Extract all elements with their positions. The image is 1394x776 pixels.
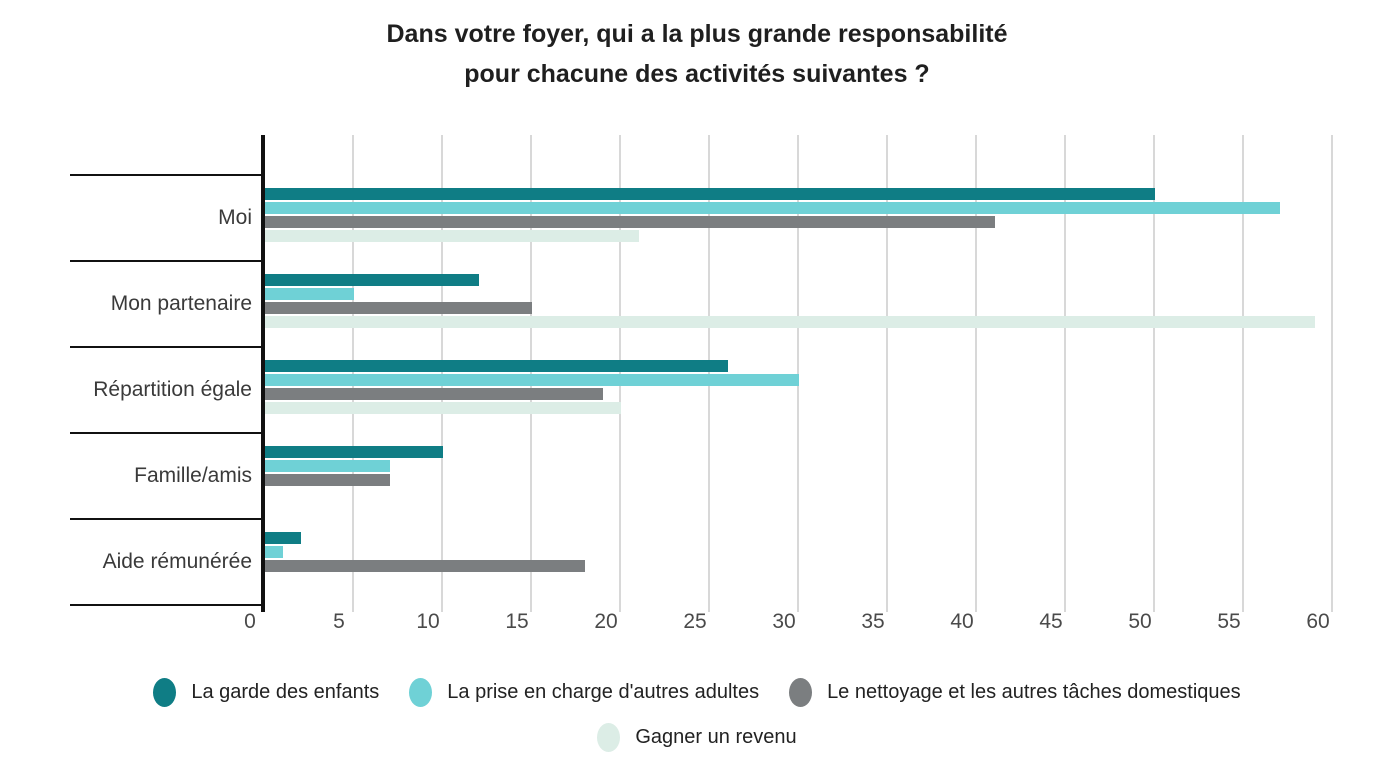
legend-label: Gagner un revenu xyxy=(635,726,797,748)
legend-item-la-prise-en-charge-d-autres-adultes[interactable]: La prise en charge d'autres adultes xyxy=(409,678,759,707)
gridline-50 xyxy=(1153,135,1155,612)
x-tick-label-45: 45 xyxy=(1039,610,1063,633)
category-label-aide-remuneree: Aide rémunérée xyxy=(102,550,252,573)
gridline-30 xyxy=(797,135,799,612)
gridline-5 xyxy=(352,135,354,612)
x-tick-label-35: 35 xyxy=(861,610,885,633)
bar-le-nettoyage-et-les-autres-taches-domestiques-moi xyxy=(265,216,995,228)
category-divider-0 xyxy=(70,174,265,176)
chart-title-line2: pour chacune des activités suivantes ? xyxy=(464,60,930,88)
category-divider-3 xyxy=(70,432,265,434)
bar-la-garde-des-enfants-mon-partenaire xyxy=(265,274,479,286)
legend-row-2: Gagner un revenu xyxy=(0,723,1394,752)
bar-la-prise-en-charge-d-autres-adultes-famille-amis xyxy=(265,460,390,472)
category-label-mon-partenaire: Mon partenaire xyxy=(110,292,252,315)
bar-la-garde-des-enfants-aide-remuneree xyxy=(265,532,301,544)
x-tick-label-50: 50 xyxy=(1128,610,1152,633)
x-tick-label-10: 10 xyxy=(416,610,440,633)
x-tick-label-60: 60 xyxy=(1306,610,1330,633)
x-tick-label-5: 5 xyxy=(333,610,345,633)
bar-le-nettoyage-et-les-autres-taches-domestiques-aide-remuneree xyxy=(265,560,586,572)
legend-marker-icon xyxy=(789,678,813,707)
category-label-famille-amis: Famille/amis xyxy=(134,464,252,487)
category-label-moi: Moi xyxy=(218,206,252,229)
x-axis: 0 5 10 15 20 25 30 35 40 45 50 55 60 xyxy=(0,610,1394,640)
x-tick-label-0: 0 xyxy=(244,610,256,633)
legend-marker-icon xyxy=(153,678,177,707)
x-tick-label-30: 30 xyxy=(772,610,796,633)
legend-marker-icon xyxy=(597,723,621,752)
bar-la-prise-en-charge-d-autres-adultes-moi xyxy=(265,202,1280,214)
legend-label: Le nettoyage et les autres tâches domest… xyxy=(827,681,1241,703)
legend: La garde des enfants La prise en charge d… xyxy=(0,678,1394,768)
plot-area: Moi Mon partenaire Répartition égale Famill… xyxy=(0,135,1394,612)
bar-gagner-un-revenu-repartition-egale xyxy=(265,402,621,414)
bar-la-prise-en-charge-d-autres-adultes-mon-partenaire xyxy=(265,288,354,300)
bar-le-nettoyage-et-les-autres-taches-domestiques-famille-amis xyxy=(265,474,390,486)
legend-item-le-nettoyage-et-les-autres-taches-domestiques[interactable]: Le nettoyage et les autres tâches domest… xyxy=(789,678,1241,707)
gridline-15 xyxy=(530,135,532,612)
gridline-35 xyxy=(886,135,888,612)
gridline-45 xyxy=(1064,135,1066,612)
category-divider-5 xyxy=(70,604,265,606)
chart-title-line1: Dans votre foyer, qui a la plus grande r… xyxy=(386,20,1008,48)
bar-gagner-un-revenu-mon-partenaire xyxy=(265,316,1316,328)
category-divider-1 xyxy=(70,260,265,262)
legend-label: La prise en charge d'autres adultes xyxy=(447,681,760,703)
bar-la-garde-des-enfants-repartition-egale xyxy=(265,360,728,372)
x-tick-label-20: 20 xyxy=(594,610,618,633)
bar-la-prise-en-charge-d-autres-adultes-aide-remuneree xyxy=(265,546,283,558)
chart-title: Dans votre foyer, qui a la plus grande r… xyxy=(0,14,1394,94)
gridline-10 xyxy=(441,135,443,612)
gridline-25 xyxy=(708,135,710,612)
legend-item-gagner-un-revenu[interactable]: Gagner un revenu xyxy=(597,723,797,752)
x-tick-label-55: 55 xyxy=(1217,610,1241,633)
gridline-20 xyxy=(619,135,621,612)
bar-le-nettoyage-et-les-autres-taches-domestiques-repartition-egale xyxy=(265,388,604,400)
bar-la-garde-des-enfants-moi xyxy=(265,188,1155,200)
bar-le-nettoyage-et-les-autres-taches-domestiques-mon-partenaire xyxy=(265,302,532,314)
y-axis-line xyxy=(261,135,265,612)
gridline-60 xyxy=(1331,135,1333,612)
legend-row-1: La garde des enfants La prise en charge d… xyxy=(0,678,1394,707)
bar-gagner-un-revenu-moi xyxy=(265,230,639,242)
gridline-40 xyxy=(975,135,977,612)
category-divider-2 xyxy=(70,346,265,348)
x-tick-label-40: 40 xyxy=(950,610,974,633)
bar-la-prise-en-charge-d-autres-adultes-repartition-egale xyxy=(265,374,799,386)
legend-item-la-garde-des-enfants[interactable]: La garde des enfants xyxy=(153,678,379,707)
category-label-repartition-egale: Répartition égale xyxy=(93,378,252,401)
legend-marker-icon xyxy=(409,678,433,707)
x-tick-label-15: 15 xyxy=(505,610,529,633)
x-tick-label-25: 25 xyxy=(683,610,707,633)
bar-la-garde-des-enfants-famille-amis xyxy=(265,446,443,458)
category-divider-4 xyxy=(70,518,265,520)
gridline-55 xyxy=(1242,135,1244,612)
legend-label: La garde des enfants xyxy=(191,681,380,703)
